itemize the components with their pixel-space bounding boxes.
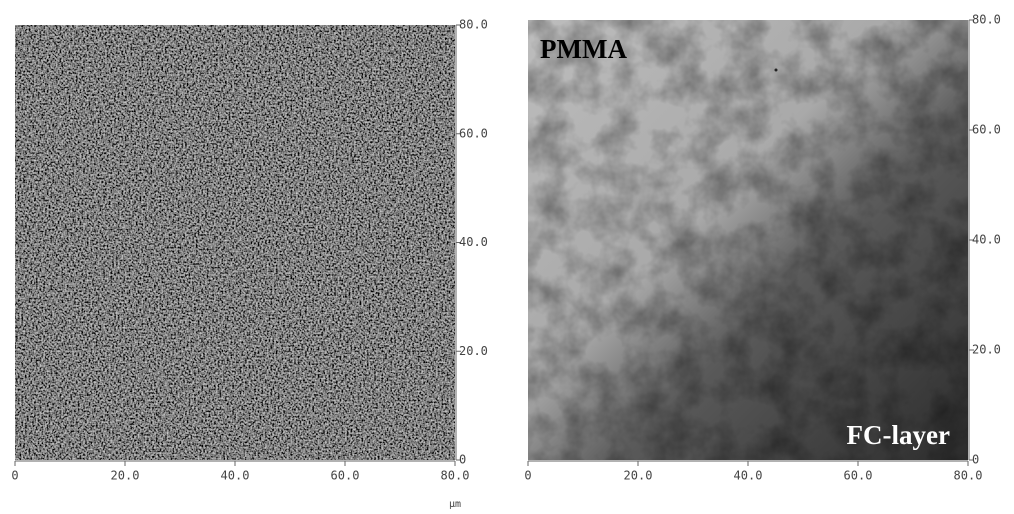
annotation: PMMA — [540, 34, 627, 64]
x-tick-label: 60.0 — [331, 469, 360, 483]
y-tick-label: 40.0 — [459, 235, 488, 249]
y-tick-label: 40.0 — [972, 233, 1001, 247]
afm-image-left — [15, 25, 455, 460]
x-tick-label: 40.0 — [221, 469, 250, 483]
y-tick-label: 80.0 — [459, 18, 488, 32]
y-tick-label: 0 — [972, 453, 979, 467]
y-tick-label: 80.0 — [972, 13, 1001, 27]
y-tick-label: 20.0 — [972, 343, 1001, 357]
x-tick-label: 20.0 — [111, 469, 140, 483]
y-tick-label: 60.0 — [459, 126, 488, 140]
x-tick-label: 0 — [11, 469, 18, 483]
y-tick-label: 60.0 — [972, 123, 1001, 137]
x-tick-label: 80.0 — [954, 469, 983, 483]
x-tick-label: 80.0 — [441, 469, 470, 483]
x-tick-label: 20.0 — [624, 469, 653, 483]
x-axis-label: µm — [449, 499, 461, 510]
y-tick-label: 20.0 — [459, 344, 488, 358]
x-tick-label: 0 — [524, 469, 531, 483]
y-tick-label: 0 — [459, 453, 466, 467]
x-tick-label: 60.0 — [844, 469, 873, 483]
annotation: FC-layer — [847, 420, 950, 450]
afm-image-right — [528, 20, 968, 460]
x-tick-label: 40.0 — [734, 469, 763, 483]
